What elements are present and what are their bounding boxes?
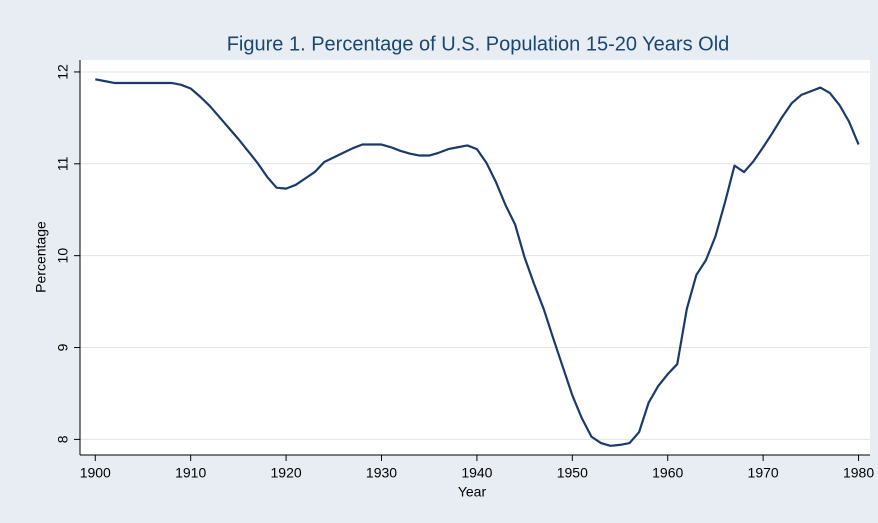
chart-title: Figure 1. Percentage of U.S. Population … [227, 33, 730, 55]
y-tick-label: 9 [55, 343, 71, 351]
y-tick-label: 12 [55, 64, 71, 80]
x-tick-label: 1920 [271, 465, 302, 481]
x-tick-label: 1960 [652, 465, 683, 481]
x-tick-label: 1980 [843, 465, 874, 481]
y-tick-label: 8 [55, 435, 71, 443]
x-tick-label: 1970 [748, 465, 779, 481]
y-tick-label: 11 [55, 156, 71, 171]
x-tick-label: 1950 [557, 465, 588, 481]
x-tick-label: 1930 [366, 465, 397, 481]
plot-area [80, 60, 870, 455]
x-tick-label: 1940 [461, 465, 492, 481]
y-tick-label: 10 [55, 248, 71, 264]
data-line [95, 78, 860, 447]
x-tick-label: 1910 [175, 465, 206, 481]
x-axis-label: Year [458, 484, 487, 500]
x-tick-label: 1900 [80, 465, 111, 481]
y-axis-label: Percentage [33, 221, 49, 293]
